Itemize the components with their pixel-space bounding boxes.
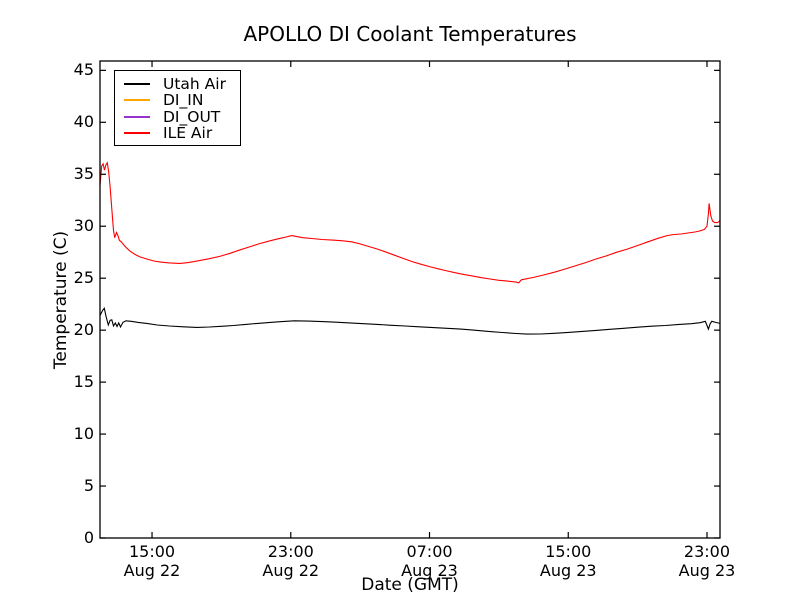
y-tick-label: 10 bbox=[73, 424, 94, 444]
y-tick-label: 5 bbox=[83, 476, 94, 496]
y-tick-label: 35 bbox=[73, 164, 94, 184]
y-tick-label: 30 bbox=[73, 216, 94, 236]
legend-item-ile-air: ILE Air bbox=[124, 125, 232, 141]
legend-item-di-out: DI_OUT bbox=[124, 109, 232, 125]
y-tick-label: 25 bbox=[73, 268, 94, 288]
ile-air-line-swatch bbox=[124, 131, 150, 134]
legend-item-utah-air: Utah Air bbox=[124, 76, 232, 92]
legend-label: Utah Air bbox=[163, 75, 226, 93]
x-tick-label: 23:00 Aug 22 bbox=[262, 542, 320, 580]
legend-label: DI_OUT bbox=[163, 107, 221, 126]
x-tick-label: 15:00 Aug 23 bbox=[539, 542, 597, 580]
y-tick-label: 0 bbox=[83, 528, 94, 547]
utah-air-line-swatch bbox=[124, 83, 150, 85]
legend-label: DI_IN bbox=[163, 91, 204, 110]
x-tick-label: 15:00 Aug 22 bbox=[123, 542, 181, 580]
x-tick-label: 07:00 Aug 23 bbox=[401, 542, 458, 580]
y-tick-label: 15 bbox=[73, 372, 94, 392]
tick-marks bbox=[100, 61, 720, 539]
legend-item-di-in: DI_IN bbox=[124, 92, 232, 108]
data-series bbox=[99, 161, 721, 335]
di-out-line-swatch bbox=[124, 115, 150, 118]
series-line-ile-air bbox=[99, 161, 721, 284]
y-tick-label: 20 bbox=[73, 320, 94, 340]
legend-label: ILE Air bbox=[163, 123, 213, 142]
series-line-utah-air bbox=[99, 307, 721, 335]
axes-frame bbox=[99, 60, 721, 539]
y-tick-label: 40 bbox=[73, 112, 94, 132]
legend: Utah Air DI_IN DI_OUT ILE Air bbox=[114, 70, 241, 146]
di-in-line-swatch bbox=[124, 99, 150, 102]
x-axis-label: Date (GMT) bbox=[361, 575, 459, 595]
x-tick-label: 23:00 Aug 23 bbox=[678, 542, 736, 580]
y-tick-label: 45 bbox=[73, 60, 94, 80]
chart-title: APOLLO DI Coolant Temperatures bbox=[243, 22, 577, 46]
